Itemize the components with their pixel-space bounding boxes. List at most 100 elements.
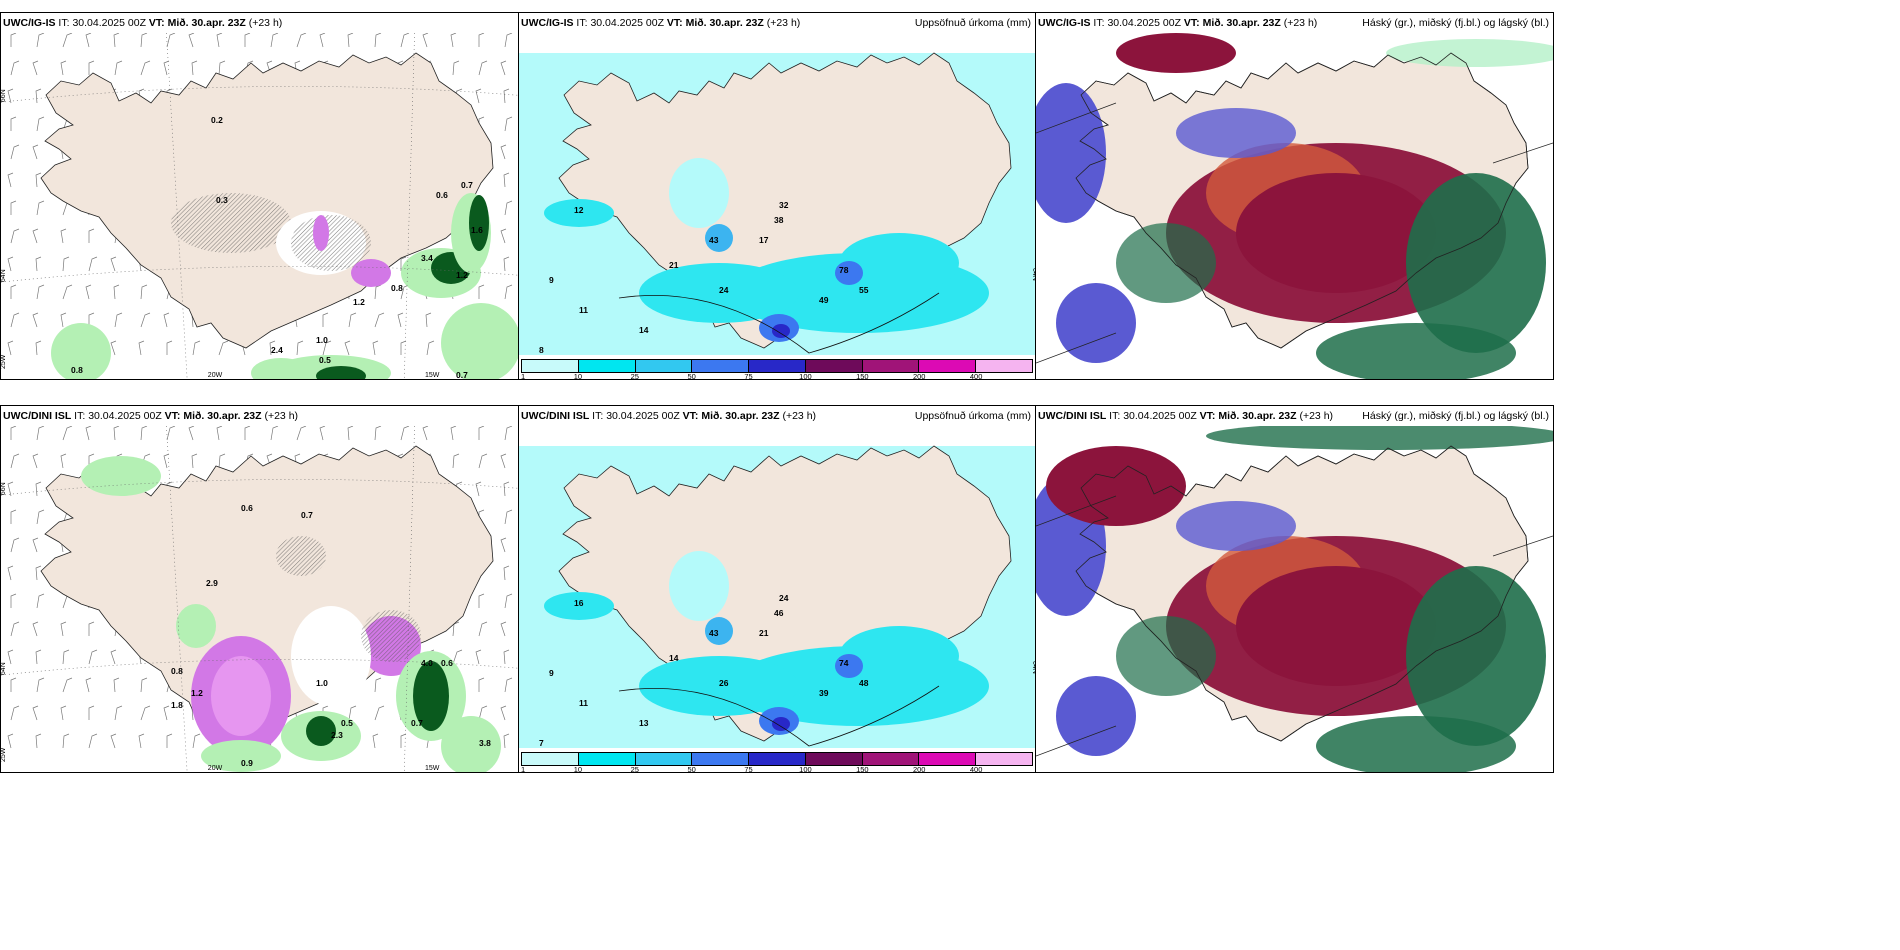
contour-line: [618, 292, 940, 354]
wind-barb: [478, 677, 485, 692]
value-label: 0.9: [241, 758, 253, 768]
wind-barb: [88, 649, 98, 665]
it-label: IT:: [74, 410, 86, 422]
legend-swatch: [635, 753, 693, 765]
precip-green-dark: [306, 716, 336, 746]
wind-barb: [140, 705, 151, 721]
low-cloud: [1176, 501, 1296, 551]
wind-barb: [7, 565, 14, 581]
value-label: 2.9: [206, 578, 218, 588]
wind-barb: [244, 426, 251, 440]
value-label: 2.3: [331, 730, 343, 740]
panel-title: Uppsöfnuð úrkoma (mm): [914, 410, 1031, 422]
init-time: 30.04.2025 00Z: [88, 410, 162, 422]
legend-swatch: [919, 360, 977, 372]
wind-barb: [32, 453, 39, 469]
wind-barb: [374, 705, 385, 721]
wind-barb: [36, 593, 45, 609]
value-label: 9: [549, 668, 554, 678]
lon-line: [403, 33, 415, 379]
value-label: 2.4: [271, 345, 283, 355]
low-cloud: [1056, 676, 1136, 756]
wind-barb: [113, 426, 120, 441]
value-label: 38: [774, 215, 784, 225]
value-label: 9: [549, 275, 554, 285]
wind-barb: [478, 284, 485, 299]
low-cloud: [1056, 283, 1136, 363]
precip-area: [639, 263, 799, 323]
lead-time: (+23 h): [264, 410, 299, 422]
wind-barb: [425, 312, 432, 328]
legend-tick: 25: [630, 765, 639, 773]
legend-tick: 400: [969, 372, 983, 380]
value-label: 1.0: [316, 335, 328, 345]
wind-barb: [450, 426, 457, 441]
value-label: 0.7: [456, 370, 468, 379]
panel-header: UWC/DINI ISL IT: 30.04.2025 00Z VT: Mið.…: [521, 409, 1031, 425]
legend-swatch: [805, 360, 863, 372]
wind-barb: [35, 172, 42, 188]
wind-barb: [113, 33, 120, 48]
precip-green: [51, 323, 111, 379]
wind-barb: [7, 88, 14, 104]
wind-barb: [36, 116, 45, 132]
value-label: 49: [819, 295, 829, 305]
value-label: 1.2: [353, 297, 365, 307]
lon-label: 15W: [425, 765, 440, 772]
lon-line: [166, 33, 188, 379]
wind-barb: [218, 453, 226, 469]
wind-barb: [374, 426, 382, 441]
value-label: 48: [859, 678, 869, 688]
coastline: [1075, 445, 1529, 742]
value-label: 17: [759, 235, 769, 245]
wind-barb: [504, 593, 513, 609]
panel-title: Háský (gr.), miðský (fj.bl.) og lágský (…: [1362, 17, 1549, 29]
legend-tick: 50: [687, 765, 696, 773]
wind-barb: [450, 33, 457, 48]
wind-barb: [88, 312, 95, 327]
wind-barb: [140, 60, 151, 76]
value-label: 1.6: [471, 225, 483, 235]
init-time: 30.04.2025 00Z: [590, 17, 664, 29]
wind-barb: [10, 228, 20, 244]
wind-barb: [32, 312, 39, 328]
lon-label: 20W: [208, 372, 223, 379]
wind-barb: [322, 312, 329, 327]
cloud-map: [1036, 33, 1553, 379]
wind-barb: [62, 256, 70, 272]
wind-barb: [166, 426, 176, 441]
wind-barb: [10, 200, 17, 215]
value-label: 0.6: [441, 658, 453, 668]
value-label: 39: [819, 688, 829, 698]
legend-tick: 400: [969, 765, 983, 773]
wind-barb: [166, 340, 173, 355]
model-name: UWC/IG-IS: [521, 17, 574, 29]
precip-area: [839, 233, 959, 293]
wind-barb: [36, 426, 45, 441]
wind-barb: [113, 677, 120, 693]
wind-barb: [504, 284, 513, 300]
high-cloud: [1316, 323, 1516, 379]
wind-barb: [504, 426, 513, 441]
wind-barb: [10, 537, 20, 553]
panel-dini-wind: UWC/DINI ISL IT: 30.04.2025 00Z VT: Mið.…: [0, 405, 519, 773]
wind-barb: [138, 733, 145, 749]
wind-barb: [32, 60, 39, 76]
wind-barb: [32, 537, 39, 553]
value-label: 0.5: [341, 718, 353, 728]
wind-barb: [452, 453, 460, 469]
value-label: 4.0: [421, 658, 433, 668]
legend-swatch: [692, 360, 750, 372]
mid-cloud: [1236, 566, 1436, 686]
wind-barb: [10, 144, 20, 160]
wind-barb: [344, 340, 351, 356]
wind-barb: [36, 33, 45, 48]
panel-dini-precip: UWC/DINI ISL IT: 30.04.2025 00Z VT: Mið.…: [518, 405, 1036, 773]
wind-barb: [191, 60, 198, 76]
wind-barb: [140, 426, 148, 441]
wind-barb: [10, 453, 20, 469]
hatched-area: [291, 215, 371, 271]
value-label: 78: [839, 265, 849, 275]
wind-barb: [166, 733, 173, 748]
precip-violet-light: [211, 656, 271, 736]
